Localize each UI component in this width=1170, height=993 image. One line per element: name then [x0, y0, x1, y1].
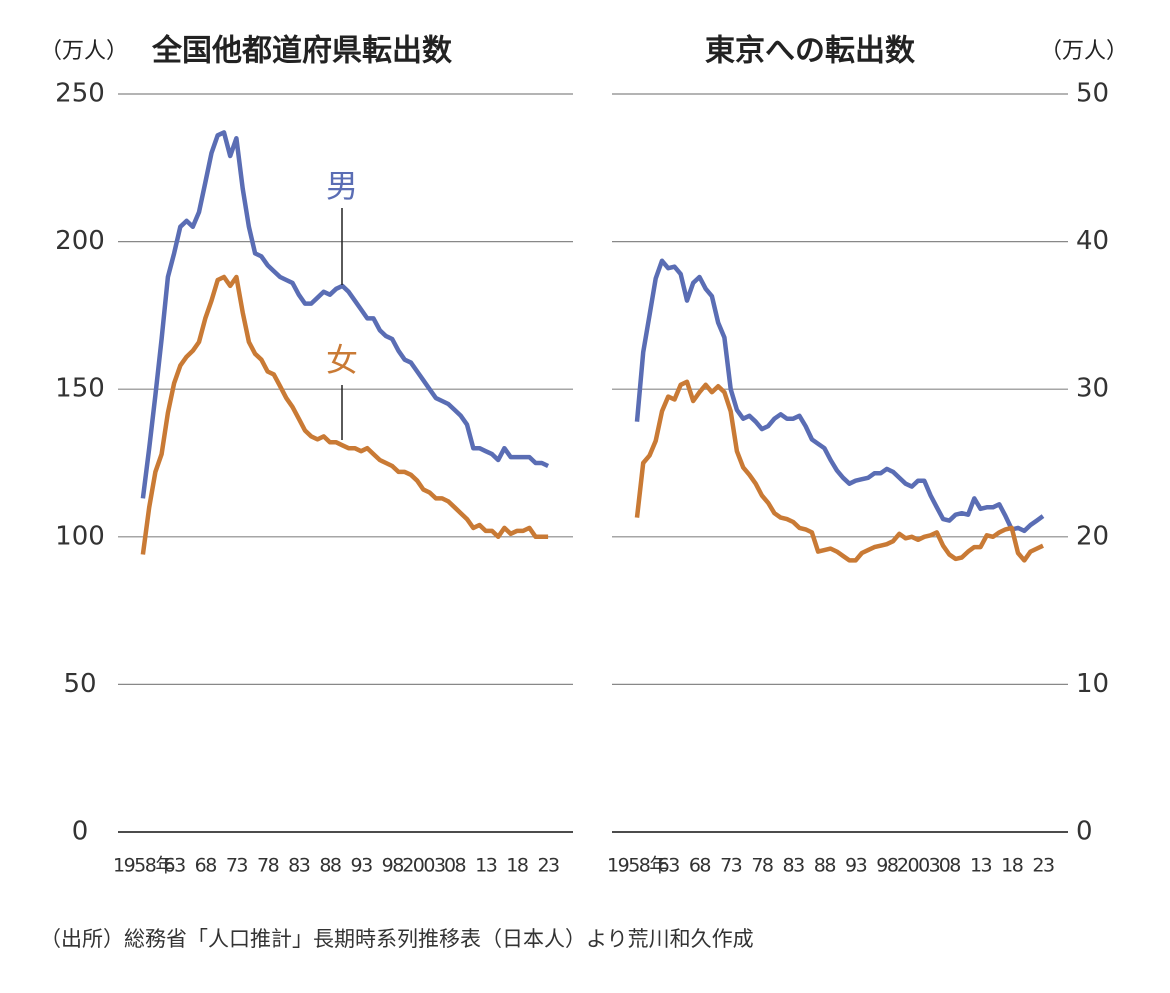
data-line [634, 258, 1045, 534]
x-tick-label: 13 [475, 855, 497, 877]
x-tick-label: 23 [537, 855, 559, 877]
y-tick-label: 200 [55, 226, 105, 256]
x-tick-label: 93 [845, 855, 867, 877]
y-tick-label: 150 [55, 374, 105, 404]
y-tick-label: 50 [1076, 79, 1109, 109]
x-tick-label: 13 [970, 855, 992, 877]
x-tick-label: 78 [751, 855, 773, 877]
x-tick-label: 68 [195, 855, 217, 877]
data-line [140, 274, 549, 555]
x-tick-label: 08 [939, 855, 961, 877]
chart-title: 東京への転出数 [705, 34, 916, 69]
x-tick-label: 2003 [897, 855, 940, 877]
series-label: 男 [326, 167, 358, 205]
x-tick-label: 08 [444, 855, 466, 877]
x-tick-label: 2003 [402, 855, 445, 877]
x-tick-label: 98 [382, 855, 404, 877]
data-line [634, 379, 1044, 563]
x-tick-label: 63 [658, 855, 680, 877]
y-tick-label: 50 [63, 669, 96, 699]
x-tick-label: 83 [288, 855, 310, 877]
series-label: 女 [326, 341, 358, 379]
y-tick-label: 0 [1076, 817, 1093, 847]
y-axis-unit: （万人） [40, 39, 128, 64]
chart-title: 全国他都道府県転出数 [151, 34, 453, 69]
y-tick-label: 20 [1076, 521, 1109, 551]
y-tick-label: 100 [55, 521, 105, 551]
y-tick-label: 10 [1076, 669, 1109, 699]
y-axis-unit: （万人） [1040, 39, 1128, 64]
x-tick-label: 83 [783, 855, 805, 877]
x-tick-label: 78 [257, 855, 279, 877]
y-tick-label: 250 [55, 79, 105, 109]
source-note: （出所）総務省「人口推計」長期時系列推移表（日本人）より荒川和久作成 [40, 927, 754, 951]
y-tick-label: 40 [1076, 226, 1109, 256]
data-line [140, 130, 550, 499]
x-tick-label: 88 [319, 855, 341, 877]
x-tick-label: 93 [350, 855, 372, 877]
y-tick-label: 30 [1076, 374, 1109, 404]
x-tick-label: 1958年 [113, 855, 174, 877]
x-tick-label: 98 [876, 855, 898, 877]
x-tick-label: 73 [226, 855, 248, 877]
x-tick-label: 23 [1032, 855, 1054, 877]
x-tick-label: 1958年 [607, 855, 668, 877]
y-tick-label: 0 [72, 817, 89, 847]
x-tick-label: 68 [689, 855, 711, 877]
x-tick-label: 73 [720, 855, 742, 877]
x-tick-label: 18 [1001, 855, 1023, 877]
x-tick-label: 63 [164, 855, 186, 877]
x-tick-label: 88 [814, 855, 836, 877]
x-tick-label: 18 [506, 855, 528, 877]
